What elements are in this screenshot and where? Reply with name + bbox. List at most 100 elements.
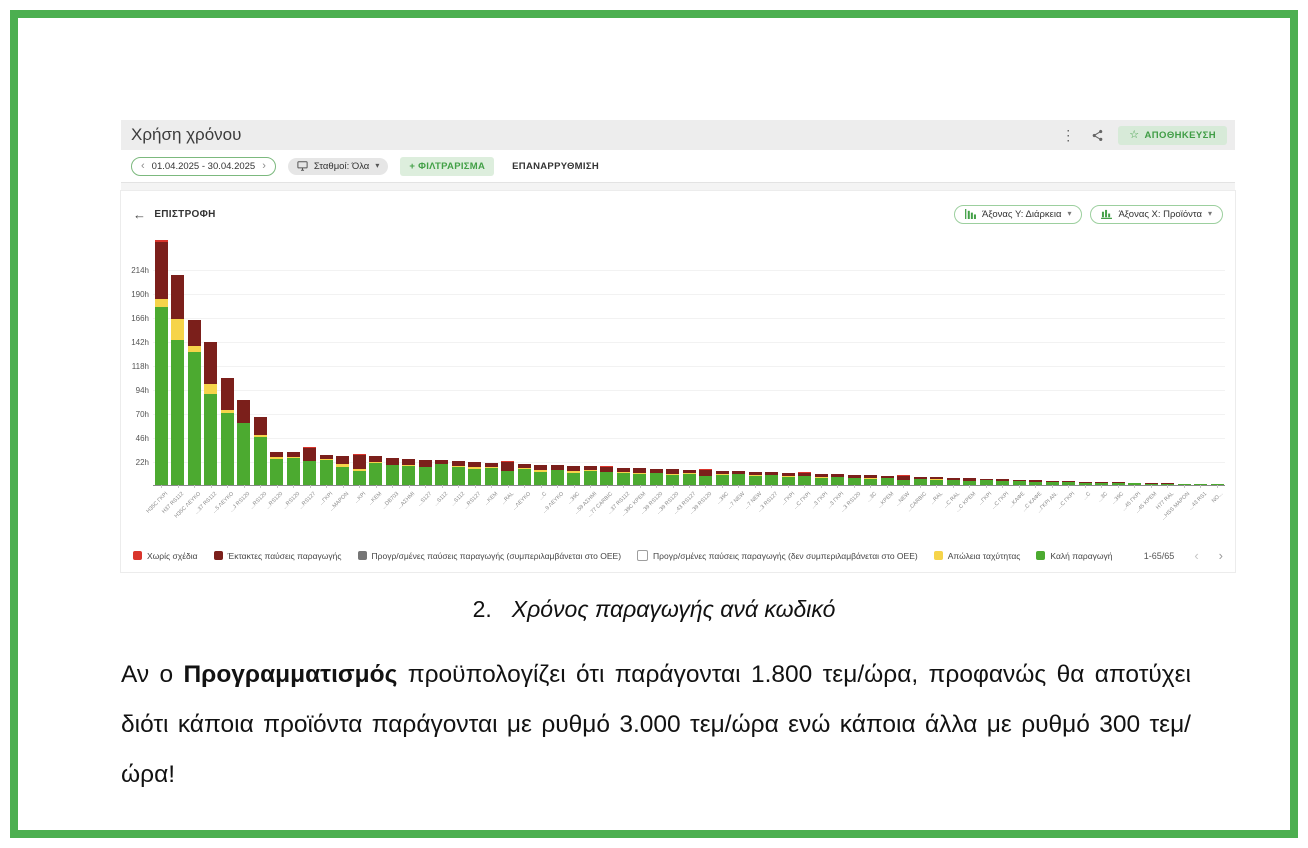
- page-title: Χρήση χρόνου: [131, 125, 242, 144]
- bar-segment: [979, 479, 993, 480]
- next-period-icon[interactable]: ›: [262, 159, 266, 172]
- axis-selectors: Άξονας Υ: Διάρκεια ▾ Άξονας Χ: Προϊόντα …: [954, 204, 1223, 224]
- pagination-label: 1-65/65: [1143, 550, 1175, 561]
- bar-segment: [748, 472, 762, 475]
- bar-segment: [930, 477, 944, 479]
- x-axis-tick: [1018, 485, 1020, 488]
- bar-slot: [285, 235, 302, 485]
- bar-segment: [930, 479, 944, 480]
- legend-swatch: [1036, 551, 1046, 560]
- stacked-bar: [616, 468, 630, 485]
- bar-segment: [699, 470, 713, 476]
- bar-slot: [450, 235, 467, 485]
- x-axis-tick: [326, 485, 328, 488]
- reset-button[interactable]: ΕΠΑΝΑΡΡΥΘΜΙΣΗ: [512, 160, 599, 172]
- pagination-next-icon[interactable]: ›: [1218, 548, 1223, 563]
- bar-segment: [1144, 483, 1158, 484]
- x-axis-tick: [1200, 485, 1202, 488]
- stacked-bar: [583, 466, 597, 485]
- date-range-picker[interactable]: ‹ 01.04.2025 - 30.04.2025 ›: [131, 156, 276, 176]
- bar-segment: [418, 460, 432, 467]
- x-axis-tick: [161, 485, 163, 488]
- x-axis-tick: [639, 485, 641, 488]
- bar-segment: [682, 470, 696, 473]
- prev-period-icon[interactable]: ‹: [141, 159, 145, 172]
- bar-segment: [996, 481, 1010, 485]
- bar-slot: [401, 235, 418, 485]
- back-button[interactable]: ← ΕΠΙΣΤΡΟΦΗ: [133, 207, 216, 222]
- x-axis-tick: [1117, 485, 1119, 488]
- bar-segment: [501, 462, 515, 471]
- kebab-menu-icon[interactable]: ⋮: [1061, 127, 1076, 143]
- bar-segment: [814, 474, 828, 477]
- bar-segment: [418, 467, 432, 485]
- bar-slot: [648, 235, 665, 485]
- stacked-bar: [880, 476, 894, 485]
- bar-segment: [550, 470, 564, 485]
- stacked-bar: [699, 469, 713, 485]
- gridline: [153, 318, 1225, 319]
- bar-segment: [616, 472, 630, 473]
- bar-segment: [270, 452, 284, 457]
- bar-slot: [236, 235, 253, 485]
- x-axis-tick-label: ...C ΓΚΡΙ: [1056, 491, 1077, 511]
- x-axis-tick: [1216, 485, 1218, 488]
- bar-slot: [797, 235, 814, 485]
- chevron-down-icon: ▾: [1067, 209, 1072, 218]
- bar-slot: [912, 235, 929, 485]
- stacked-bar: [1078, 482, 1092, 485]
- save-button[interactable]: ☆ ΑΠΟΘΗΚΕΥΣΗ: [1118, 125, 1227, 145]
- x-axis-tick: [672, 485, 674, 488]
- stacked-bar: [798, 472, 812, 485]
- bar-segment: [220, 410, 234, 413]
- bar-segment: [699, 469, 713, 470]
- x-axis-tick-label: ...ΚΕΜ: [483, 491, 499, 507]
- legend-item: Απώλεια ταχύτητας: [933, 551, 1020, 561]
- caption-text: Χρόνος παραγωγής ανά κωδικό: [511, 596, 836, 622]
- x-axis-tick: [227, 485, 229, 488]
- stations-dropdown[interactable]: Σταθμοί: Όλα ▾: [287, 157, 389, 175]
- chart-card: ← ΕΠΙΣΤΡΟΦΗ Άξονας Υ: Διάρκεια ▾ Άξονας …: [121, 191, 1235, 572]
- x-axis-tick: [1167, 485, 1169, 488]
- bar-segment: [534, 470, 548, 472]
- bar-segment: [1194, 484, 1208, 485]
- bar-segment: [748, 476, 762, 485]
- y-axis-tick-label: 214h: [131, 266, 149, 275]
- bar-segment: [451, 461, 465, 466]
- bar-slot: [780, 235, 797, 485]
- bar-segment: [484, 468, 498, 485]
- x-axis-tick: [689, 485, 690, 488]
- monitor-icon: [297, 161, 308, 171]
- bar-slot: [1127, 235, 1144, 485]
- bar-segment: [154, 299, 168, 307]
- share-icon[interactable]: [1091, 129, 1104, 142]
- stacked-bar: [930, 477, 944, 485]
- bar-segment: [468, 467, 482, 469]
- bar-segment: [732, 471, 746, 474]
- x-axis-tick: [853, 485, 855, 488]
- filter-button[interactable]: + ΦΙΛΤΡΑΡΙΣΜΑ: [400, 156, 495, 176]
- bar-segment: [913, 479, 927, 485]
- bar-segment: [798, 472, 812, 473]
- legend-swatch: [357, 551, 367, 560]
- bar-segment: [468, 469, 482, 485]
- x-axis-tick-label: ...ΚΡΙ: [353, 491, 368, 505]
- bar-segment: [517, 468, 531, 469]
- bar-segment: [1210, 484, 1224, 485]
- y-axis-bars-icon: [965, 209, 976, 219]
- pagination-prev-icon[interactable]: ‹: [1194, 548, 1199, 563]
- stacked-bar: [633, 468, 647, 485]
- stacked-bar: [781, 473, 795, 485]
- bar-segment: [336, 456, 350, 464]
- x-axis-tick: [194, 485, 196, 488]
- x-axis-tick: [491, 485, 493, 488]
- x-axis-tick: [293, 485, 295, 488]
- legend-item: Προγρ/σμένες παύσεις παραγωγής (συμπεριλ…: [357, 551, 621, 561]
- bar-segment: [1144, 484, 1158, 485]
- bar-segment: [319, 459, 333, 460]
- bar-segment: [154, 307, 168, 485]
- bar-segment: [1095, 483, 1109, 485]
- x-axis-selector[interactable]: Άξονας Χ: Προϊόντα ▾: [1090, 204, 1223, 224]
- stacked-bar: [369, 456, 383, 485]
- y-axis-selector[interactable]: Άξονας Υ: Διάρκεια ▾: [954, 204, 1083, 224]
